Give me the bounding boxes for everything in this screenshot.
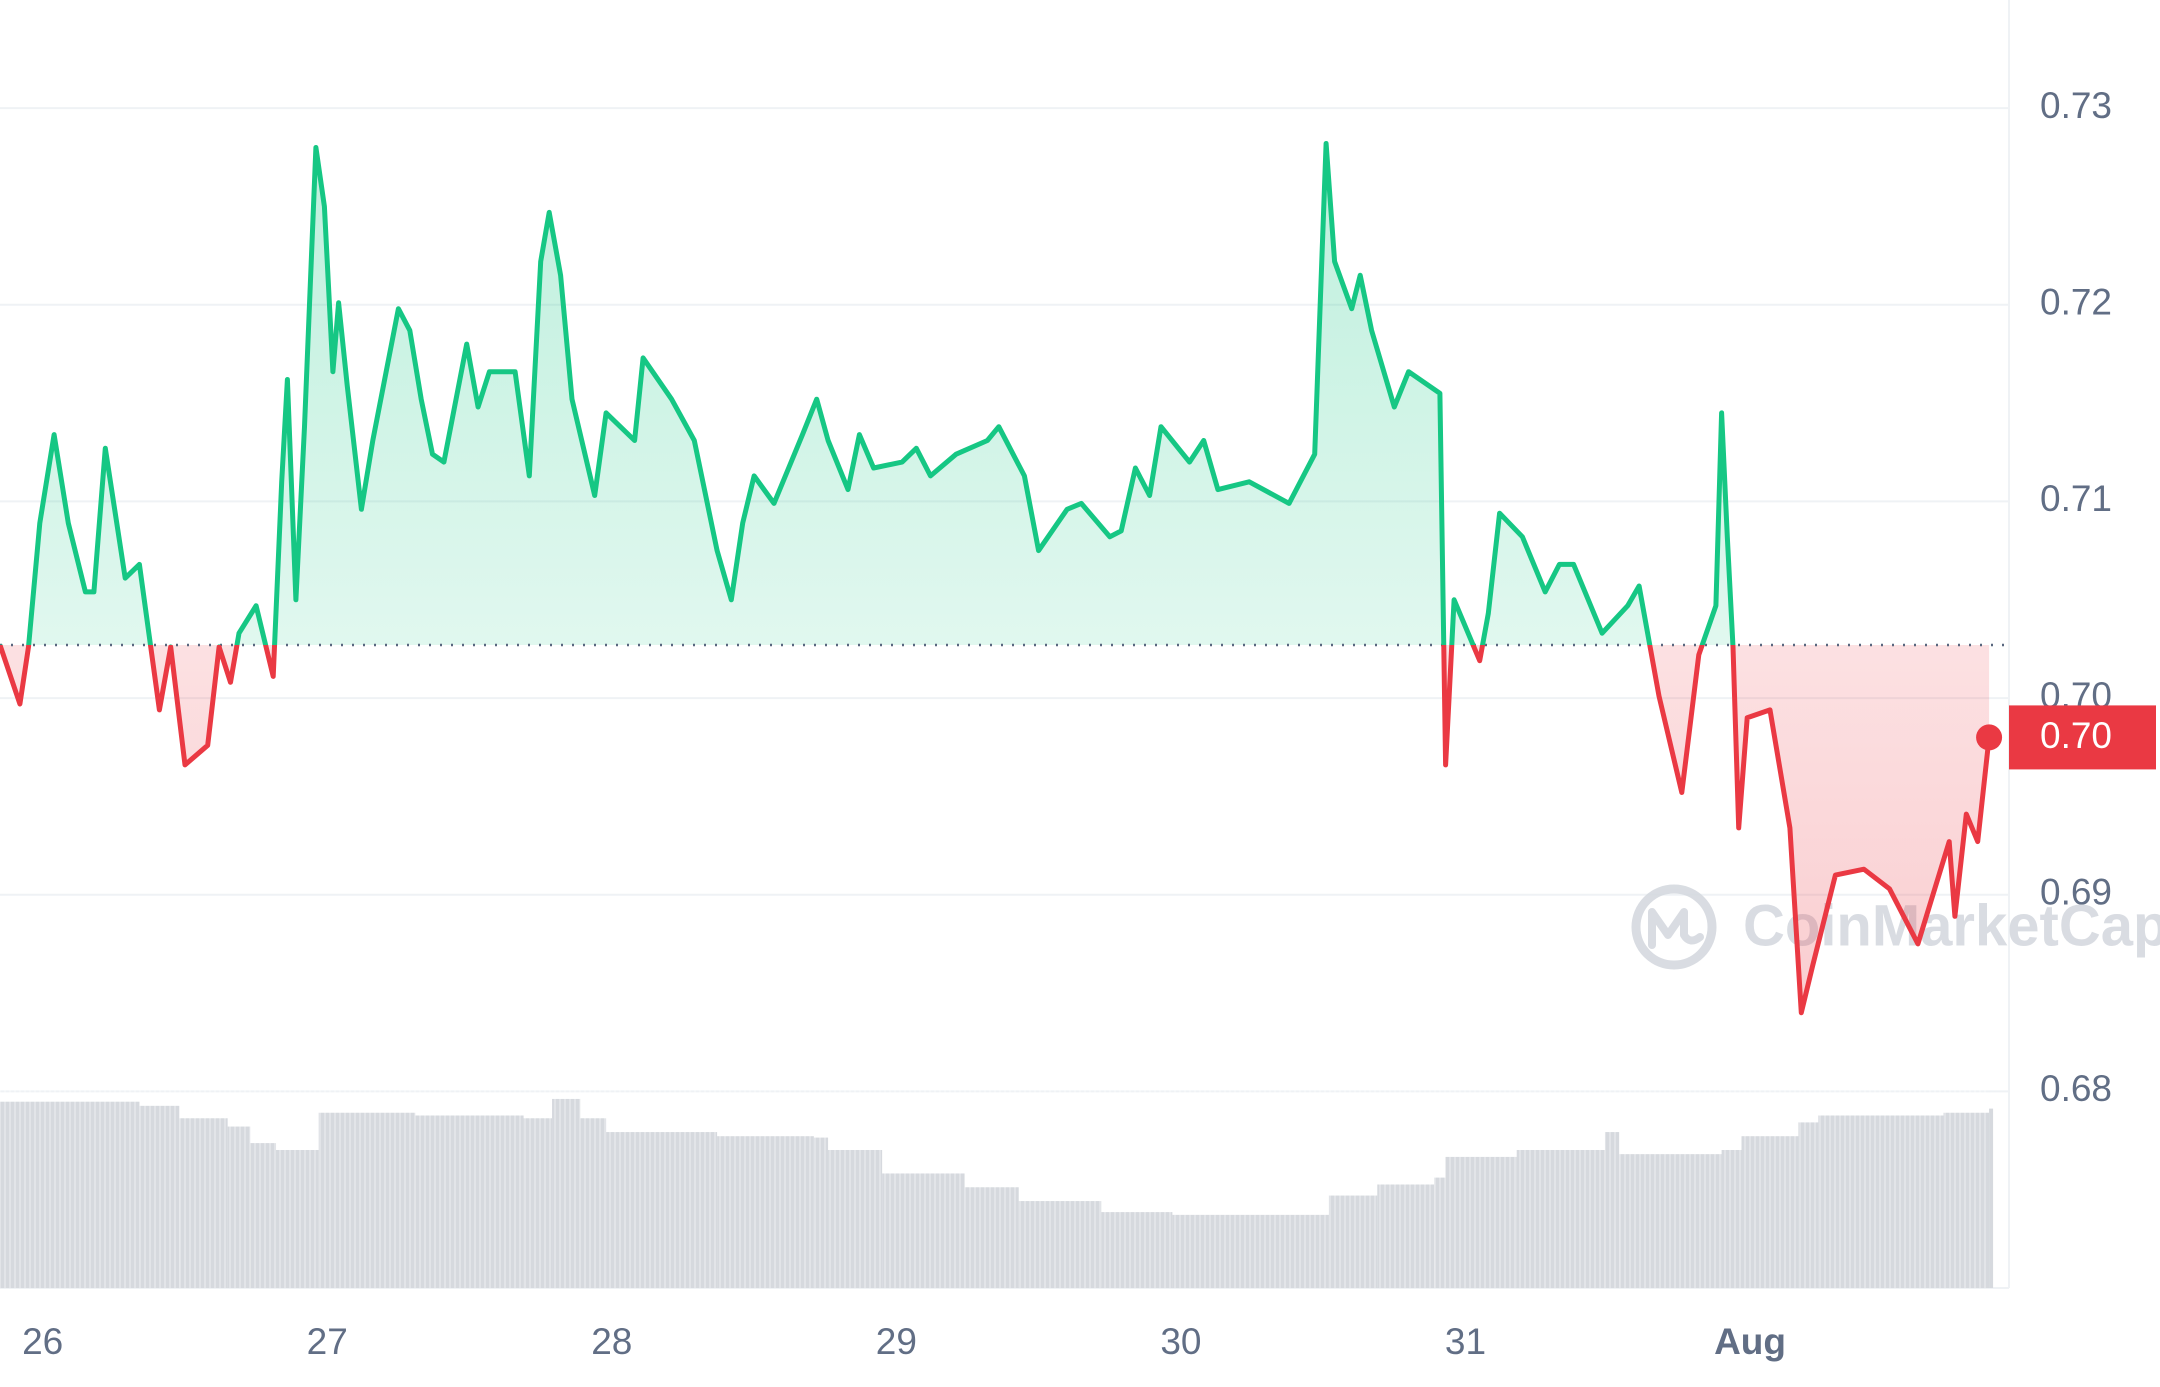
price-line-down xyxy=(0,644,1992,1016)
volume-bar xyxy=(1943,1112,1990,1288)
x-tick-label: 26 xyxy=(22,1321,63,1362)
x-tick-label: 28 xyxy=(591,1321,632,1362)
volume-bar xyxy=(250,1143,277,1288)
volume-bar xyxy=(552,1098,581,1288)
volume-bar xyxy=(139,1105,180,1288)
last-point xyxy=(1976,724,2003,751)
watermark-logo xyxy=(1648,908,1704,949)
x-tick-label: 31 xyxy=(1445,1321,1486,1362)
volume-bar xyxy=(227,1126,251,1288)
area-down xyxy=(0,644,1990,1013)
volume-bar xyxy=(1798,1122,1819,1288)
y-tick-label: 0.73 xyxy=(2040,85,2112,126)
y-tick-label: 0.71 xyxy=(2040,478,2112,519)
volume-bar xyxy=(1604,1132,1620,1288)
x-tick-label: 27 xyxy=(307,1321,348,1362)
x-tick-label: Aug xyxy=(1714,1321,1786,1362)
volume-bar xyxy=(882,1173,965,1288)
volume-bar xyxy=(1989,1108,1994,1288)
price-tag xyxy=(2009,705,2156,770)
area-up xyxy=(0,143,1990,645)
volume-bar xyxy=(276,1150,319,1288)
volume-bar xyxy=(1445,1156,1517,1288)
y-tick-label: 0.72 xyxy=(2040,282,2112,323)
price-tag-label: 0.70 xyxy=(2040,715,2112,756)
x-tick-label: 30 xyxy=(1160,1321,1201,1362)
y-tick-label: 0.68 xyxy=(2040,1068,2112,1109)
volume-bar xyxy=(964,1187,1019,1288)
volume-bar xyxy=(580,1118,607,1288)
volume-bar xyxy=(1101,1212,1173,1288)
volume-bar xyxy=(1818,1115,1944,1288)
volume-bar xyxy=(318,1112,416,1288)
volume-bar xyxy=(1328,1195,1378,1288)
volume-bar xyxy=(813,1137,829,1288)
volume-bar xyxy=(523,1118,553,1288)
x-tick-label: 29 xyxy=(876,1321,917,1362)
y-tick-label: 0.69 xyxy=(2040,871,2112,912)
volume-bar xyxy=(1377,1184,1435,1288)
price-line-up xyxy=(0,141,1736,645)
watermark-logo xyxy=(1631,884,1717,970)
volume-bar xyxy=(1721,1150,1742,1288)
volume-bar xyxy=(1317,1214,1329,1288)
